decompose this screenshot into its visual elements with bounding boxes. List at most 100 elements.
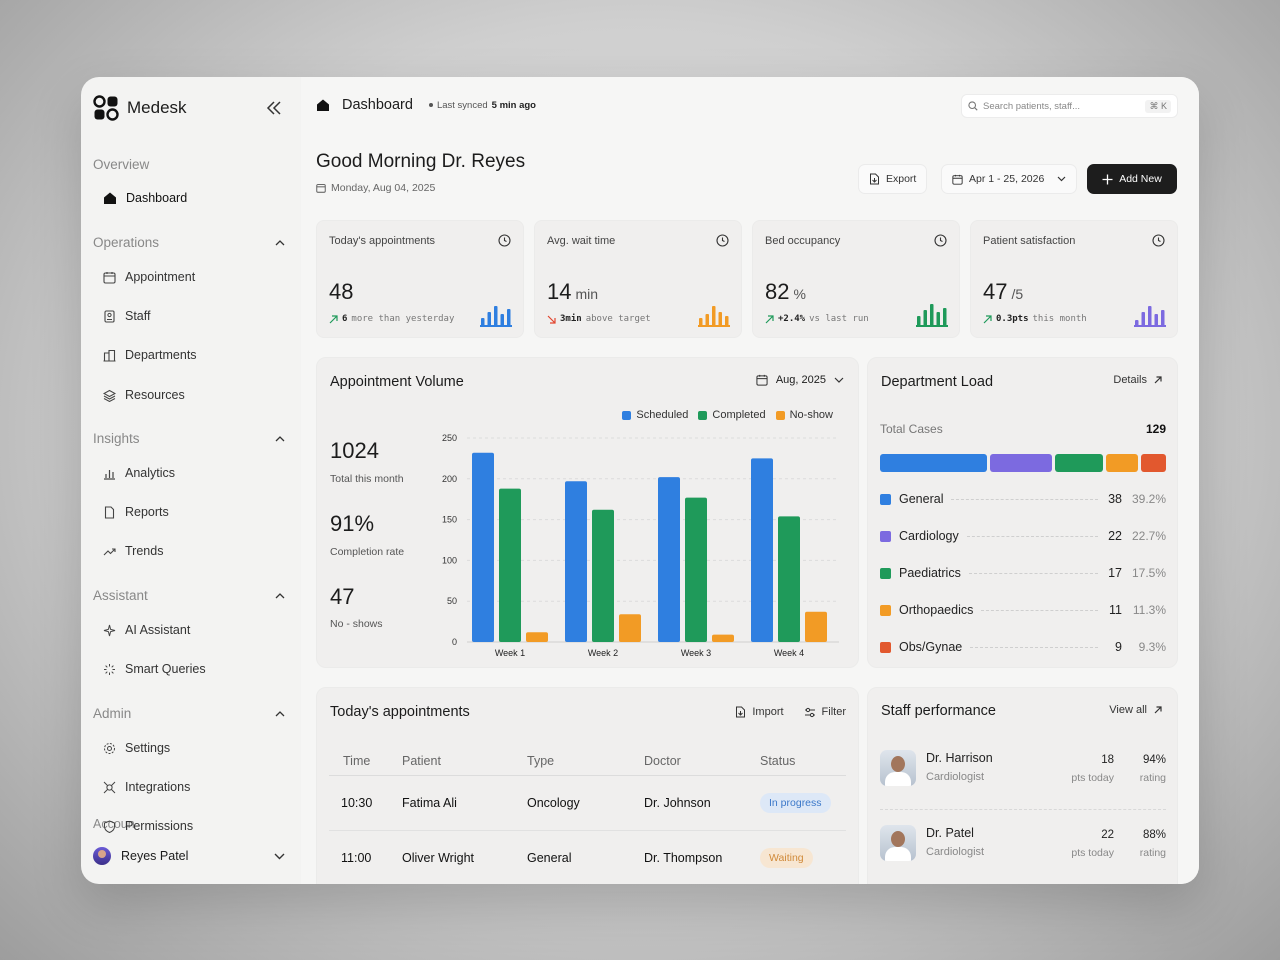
kpi-trend: 6 more than yesterday	[329, 314, 454, 324]
collapse-sidebar-icon[interactable]	[265, 99, 283, 117]
sidebar-item-resources[interactable]: Resources	[103, 385, 185, 405]
staff-row[interactable]: Dr. Harrison Cardiologist 18 94% pts today ra…	[880, 736, 1166, 810]
chevron-down-icon[interactable]	[274, 853, 285, 860]
dashed-leader	[970, 646, 1098, 648]
staff-row[interactable]: Dr. Patel Cardiologist 22 88% pts today ratin…	[880, 811, 1166, 884]
filter-button[interactable]: Filter	[804, 706, 846, 718]
kpi-card[interactable]: Patient satisfaction 47/5 0.3pts this month	[970, 220, 1178, 338]
bar-chart-icon	[104, 469, 115, 480]
department-row[interactable]: Obs/Gynae 9 9.3%	[880, 640, 1166, 654]
sidebar: Medesk Overview Dashboard Operations App…	[81, 77, 301, 884]
details-link[interactable]: Details	[1113, 374, 1163, 386]
file-export-icon	[870, 173, 879, 185]
mini-bar-chart-icon	[916, 304, 948, 327]
cell-type: General	[527, 851, 572, 865]
table-actions: Import Filter	[735, 706, 846, 718]
legend-label: No-show	[789, 409, 833, 421]
department-row[interactable]: General 38 39.2%	[880, 492, 1166, 506]
mini-bar	[936, 312, 940, 326]
sidebar-item-permissions[interactable]: Accoun Permissions	[93, 816, 193, 836]
clock-icon	[1152, 234, 1165, 247]
sidebar-item-dashboard[interactable]: Dashboard	[103, 188, 187, 208]
department-row[interactable]: Cardiology 22 22.7%	[880, 529, 1166, 543]
kpi-trend-text: vs last run	[809, 314, 869, 324]
y-tick-label: 250	[442, 433, 457, 443]
mini-bar	[1161, 310, 1165, 326]
chevron-up-icon[interactable]	[275, 239, 285, 246]
staff-rating-label: rating	[1139, 772, 1166, 784]
sync-value: 5 min ago	[491, 99, 536, 111]
sync-status: Last synced 5 min ago	[428, 99, 536, 111]
table-header: Time Patient Type Doctor Status	[329, 746, 846, 776]
section-overview-label: Overview	[93, 157, 150, 172]
kpi-number: 82	[765, 279, 790, 304]
section-overview: Overview	[93, 157, 285, 172]
department-row[interactable]: Orthopaedics 11 11.3%	[880, 603, 1166, 617]
sidebar-item-smart-queries[interactable]: Smart Queries	[103, 659, 206, 679]
current-date: Monday, Aug 04, 2025	[316, 182, 435, 194]
mini-bar	[1154, 314, 1158, 326]
mini-bar	[1148, 306, 1152, 326]
sidebar-item-label: Resources	[125, 388, 185, 402]
search-shortcut: ⌘ K	[1145, 99, 1171, 113]
kpi-trend-text: more than yesterday	[351, 314, 455, 324]
table-row[interactable]: 10:30 Fatima Ali Oncology Dr. Johnson In pro…	[329, 776, 846, 831]
sidebar-item-ai-assistant[interactable]: AI Assistant	[103, 620, 190, 640]
sidebar-item-integrations[interactable]: Integrations	[103, 777, 190, 797]
sidebar-item-departments[interactable]: Departments	[103, 345, 197, 365]
chevron-up-icon[interactable]	[275, 592, 285, 599]
view-all-link[interactable]: View all	[1109, 704, 1163, 716]
mini-bar-chart-icon	[1134, 306, 1166, 327]
section-assistant[interactable]: Assistant	[93, 588, 285, 603]
arrow-up-right-icon	[983, 314, 992, 323]
search-input[interactable]: Search patients, staff... ⌘ K	[961, 94, 1178, 118]
sidebar-item-appointment[interactable]: Appointment	[103, 267, 195, 287]
section-admin[interactable]: Admin	[93, 706, 285, 721]
section-insights-label: Insights	[93, 431, 140, 446]
column-header: Doctor	[644, 753, 681, 768]
chevron-up-icon[interactable]	[275, 710, 285, 717]
chevron-up-icon[interactable]	[275, 435, 285, 442]
export-button[interactable]: Export	[858, 164, 928, 194]
y-tick-label: 0	[452, 637, 457, 647]
add-new-button[interactable]: Add New	[1087, 164, 1177, 194]
avatar	[93, 847, 111, 865]
bar-scheduled	[658, 477, 680, 642]
sidebar-item-reports[interactable]: Reports	[103, 502, 169, 522]
mini-bar	[718, 312, 722, 326]
sliders-icon	[804, 707, 815, 717]
sidebar-item-label: Appointment	[125, 270, 196, 284]
user-menu[interactable]: Reyes Patel	[93, 847, 285, 865]
bar-scheduled	[472, 452, 494, 642]
mini-bar	[487, 312, 491, 326]
dashed-leader	[968, 572, 1098, 574]
section-insights[interactable]: Insights	[93, 431, 285, 446]
department-row[interactable]: Paediatrics 17 17.5%	[880, 566, 1166, 580]
calendar-icon	[756, 374, 768, 386]
segment-cardiology	[990, 454, 1053, 472]
date-range-label: Apr 1 - 25, 2026	[969, 173, 1045, 185]
greeting: Good Morning Dr. Reyes	[316, 151, 526, 172]
brand[interactable]: Medesk	[93, 95, 187, 121]
sidebar-item-staff[interactable]: Staff	[103, 306, 150, 326]
kpi-card[interactable]: Bed occupancy 82% +2.4% vs last run	[752, 220, 960, 338]
cell-type: Oncology	[527, 796, 580, 810]
import-button[interactable]: Import	[735, 706, 784, 718]
arrow-up-right-icon	[1154, 376, 1162, 384]
account-overlap-label: Accoun	[93, 817, 135, 831]
y-tick-label: 200	[442, 474, 457, 484]
kpi-card[interactable]: Today's appointments 48 6 more than yesterd…	[316, 220, 524, 338]
sidebar-item-trends[interactable]: Trends	[103, 541, 163, 561]
legend-item: Completed	[698, 409, 766, 421]
kpi-label: Patient satisfaction	[983, 235, 1076, 247]
month-picker[interactable]: Aug, 2025	[756, 374, 844, 386]
sidebar-item-analytics[interactable]: Analytics	[103, 463, 175, 483]
kpi-trend-text: above target	[585, 314, 651, 324]
section-operations[interactable]: Operations	[93, 235, 285, 250]
department-name: Paediatrics	[899, 566, 961, 580]
table-row[interactable]: 11:00 Oliver Wright General Dr. Thompson Wai…	[329, 831, 846, 884]
date-range-picker[interactable]: Apr 1 - 25, 2026	[941, 164, 1077, 194]
dashed-leader	[981, 609, 1098, 611]
kpi-card[interactable]: Avg. wait time 14 min 3min above target	[534, 220, 742, 338]
sidebar-item-settings[interactable]: Settings	[103, 738, 170, 758]
